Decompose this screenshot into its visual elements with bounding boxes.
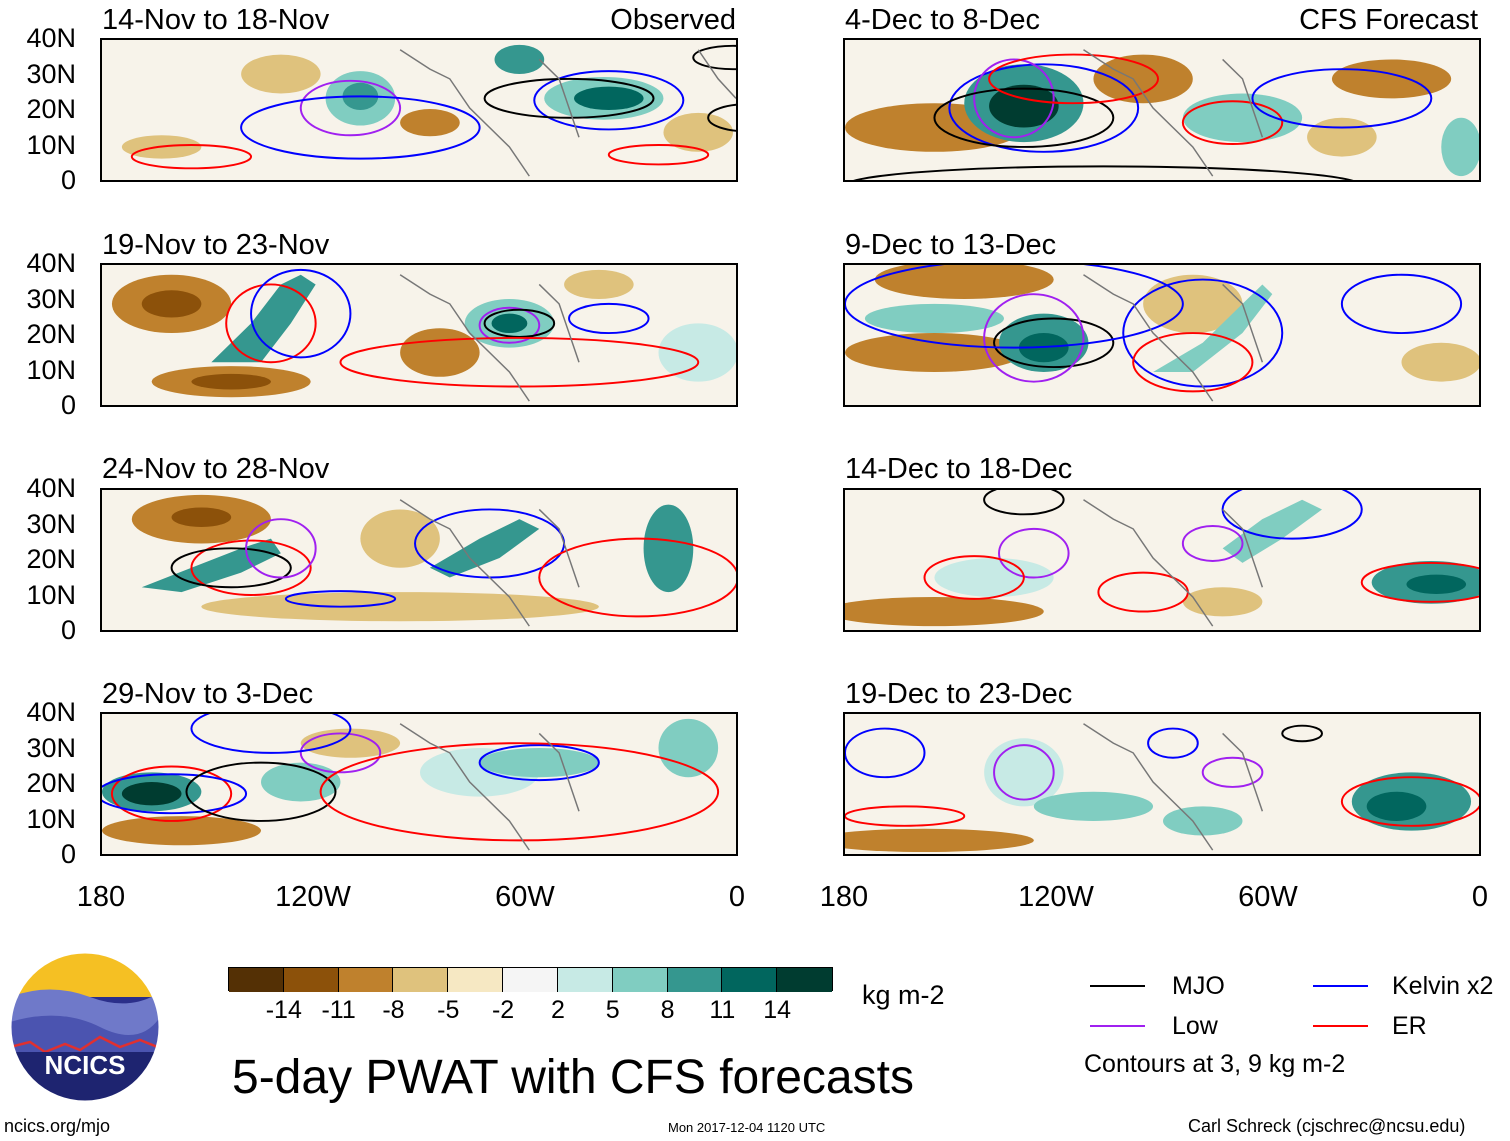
- lat-tick-label: 40N: [26, 23, 76, 53]
- colorbar-swatch: [722, 968, 778, 992]
- legend-kelvin-line: [1313, 985, 1368, 987]
- lat-tick-label: 0: [60, 615, 76, 645]
- colorbar-swatch: [229, 968, 284, 992]
- map-panel-left-2: [100, 263, 738, 407]
- lat-tick-label: 0: [60, 165, 76, 195]
- colorbar-tick-label: -2: [491, 996, 515, 1024]
- lat-tick-label: 20N: [26, 768, 76, 798]
- colorbar-swatch: [393, 968, 449, 992]
- main-title: 5-day PWAT with CFS forecasts: [232, 1051, 914, 1104]
- colorbar-swatch: [448, 968, 504, 992]
- source-url: ncics.org/mjo: [4, 1116, 111, 1136]
- lat-tick-label: 20N: [26, 94, 76, 124]
- lat-tick-label: 40N: [26, 473, 76, 503]
- panel-title-left-4: 29-Nov to 3-Dec: [102, 678, 314, 710]
- lat-tick-label: 10N: [26, 803, 76, 834]
- map-panel-right-3: [843, 488, 1481, 632]
- map-panel-left-4: [100, 712, 738, 856]
- lon-tick-label: 180: [819, 881, 869, 913]
- colorbar-tick-label: 8: [660, 996, 675, 1024]
- lat-tick-label: 30N: [26, 283, 76, 314]
- lat-tick-label: 30N: [26, 58, 76, 89]
- lat-tick-label: 20N: [26, 544, 76, 574]
- panel-title-left-1: 14-Nov to 18-Nov: [102, 4, 330, 36]
- map-panel-left-3: [100, 488, 738, 632]
- panel-title-right-1: 4-Dec to 8-Dec: [845, 4, 1041, 36]
- lat-tick-label: 0: [60, 390, 76, 420]
- colorbar-swatch: [557, 968, 613, 992]
- logo-text: NCICS: [45, 1050, 126, 1080]
- colorbar: [228, 967, 833, 992]
- lat-tick-label: 40N: [26, 248, 76, 278]
- colorbar-swatch: [777, 968, 832, 992]
- lon-tick-label: 0: [728, 881, 746, 913]
- colorbar-tick-label: 14: [763, 996, 792, 1024]
- colorbar-tick-label: -11: [321, 996, 356, 1024]
- lon-tick-label: 180: [76, 881, 126, 913]
- colorbar-swatch: [612, 968, 668, 992]
- legend-mjo-label: MJO: [1172, 972, 1225, 1000]
- lat-tick-label: 0: [60, 839, 76, 869]
- lat-tick-label: 10N: [26, 129, 76, 160]
- cfs-forecast-label: CFS Forecast: [1299, 4, 1478, 36]
- lon-tick-label: 60W: [1238, 881, 1298, 913]
- legend-kelvin-label: Kelvin x2: [1392, 972, 1494, 1000]
- panel-title-left-3: 24-Nov to 28-Nov: [102, 453, 330, 485]
- lon-tick-label: 60W: [495, 881, 555, 913]
- colorbar-swatch: [283, 968, 339, 992]
- legend-er-label: ER: [1392, 1012, 1427, 1040]
- panel-title-right-4: 19-Dec to 23-Dec: [845, 678, 1073, 710]
- panel-title-left-2: 19-Nov to 23-Nov: [102, 229, 330, 261]
- lat-tick-label: 40N: [26, 697, 76, 727]
- legend-er-line: [1313, 1025, 1368, 1027]
- colorbar-swatch: [667, 968, 723, 992]
- colorbar-unit: kg m-2: [862, 980, 945, 1010]
- colorbar-tick-label: 2: [550, 996, 565, 1024]
- map-panel-right-1: [843, 38, 1481, 182]
- map-panel-left-1: [100, 38, 738, 182]
- colorbar-tick-label: -8: [382, 996, 405, 1024]
- lat-tick-label: 20N: [26, 319, 76, 349]
- lat-tick-label: 30N: [26, 508, 76, 539]
- author-credit: Carl Schreck (cjschrec@ncsu.edu): [1188, 1116, 1466, 1136]
- colorbar-tick-label: 5: [605, 996, 620, 1024]
- timestamp: Mon 2017-12-04 1120 UTC: [668, 1120, 826, 1135]
- lat-tick-label: 30N: [26, 732, 76, 763]
- lon-tick-label: 120W: [1018, 881, 1094, 913]
- lon-tick-label: 0: [1471, 881, 1489, 913]
- lat-tick-label: 10N: [26, 579, 76, 610]
- legend-note: Contours at 3, 9 kg m-2: [1084, 1050, 1346, 1078]
- legend-low-label: Low: [1172, 1012, 1218, 1040]
- panel-title-right-3: 14-Dec to 18-Dec: [845, 453, 1073, 485]
- observed-label: Observed: [610, 4, 736, 36]
- colorbar-tick-label: 11: [709, 996, 736, 1024]
- colorbar-tick-label: -14: [265, 996, 302, 1024]
- colorbar-swatch: [503, 968, 558, 992]
- legend-mjo-line: [1090, 985, 1145, 987]
- map-panel-right-4: [843, 712, 1481, 856]
- panel-title-right-2: 9-Dec to 13-Dec: [845, 229, 1057, 261]
- lon-tick-label: 120W: [275, 881, 351, 913]
- colorbar-swatch: [338, 968, 394, 992]
- map-panel-right-2: [843, 263, 1481, 407]
- colorbar-tick-label: -5: [437, 996, 460, 1024]
- lat-tick-label: 10N: [26, 354, 76, 385]
- legend-low-line: [1090, 1025, 1145, 1027]
- ncics-logo: NCICS: [10, 952, 160, 1102]
